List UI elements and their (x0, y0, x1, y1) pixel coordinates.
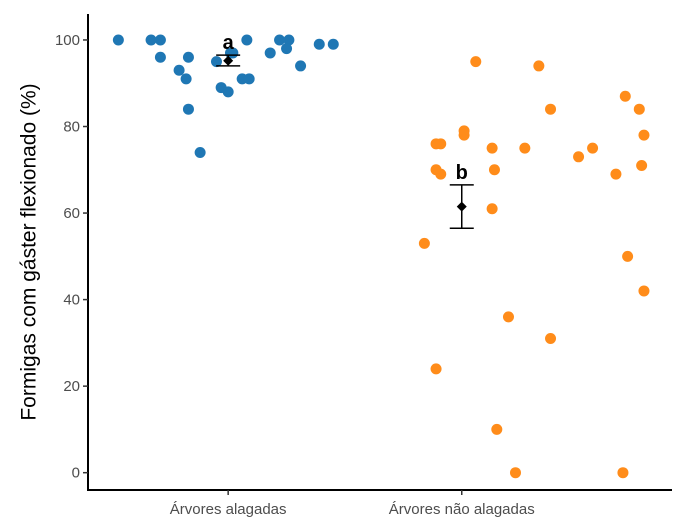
x-tick-label: Árvores alagadas (170, 501, 287, 518)
data-point (619, 90, 631, 102)
data-point (617, 467, 629, 479)
data-point (264, 47, 276, 59)
y-axis-title: Formigas com gáster flexionado (%) (17, 83, 40, 420)
data-point (545, 333, 557, 345)
data-point (470, 56, 482, 68)
mean-marker (456, 201, 467, 212)
y-tick-label: 0 (72, 465, 80, 482)
summary-layer: ab (216, 32, 474, 229)
data-point (112, 34, 124, 46)
data-point (145, 34, 157, 46)
data-point (502, 311, 514, 323)
significance-label: b (456, 162, 468, 184)
data-point (283, 34, 295, 46)
data-point (154, 51, 166, 63)
data-point (486, 203, 498, 215)
data-point (587, 142, 599, 154)
x-ticks: Árvores alagadas Árvores não alagadas (170, 490, 535, 518)
data-point (638, 129, 650, 141)
data-point (638, 285, 650, 297)
data-point (180, 73, 192, 85)
data-point (295, 60, 307, 72)
y-ticks: 0 20 40 60 80 100 (55, 32, 88, 482)
data-point (182, 51, 194, 63)
data-point (418, 237, 430, 249)
data-point (622, 250, 634, 262)
data-point (435, 168, 447, 180)
data-point (610, 168, 622, 180)
data-point (281, 43, 293, 55)
data-point (173, 64, 185, 76)
y-tick-label: 100 (55, 32, 80, 49)
data-point (243, 73, 255, 85)
significance-label: a (223, 32, 235, 54)
data-point (486, 142, 498, 154)
data-point (509, 467, 521, 479)
y-tick-label: 20 (63, 378, 80, 395)
data-point (636, 159, 648, 171)
data-point (545, 103, 557, 115)
data-point (458, 129, 470, 141)
points-layer (112, 34, 650, 479)
data-point (222, 86, 234, 98)
y-tick-label: 80 (63, 119, 80, 136)
data-point (435, 138, 447, 150)
y-tick-label: 60 (63, 205, 80, 222)
data-point (241, 34, 253, 46)
data-point (573, 151, 585, 163)
x-tick-label: Árvores não alagadas (389, 501, 535, 518)
data-point (194, 146, 206, 158)
data-point (327, 38, 339, 50)
data-point (274, 34, 286, 46)
data-point (313, 38, 325, 50)
data-point (488, 164, 500, 176)
data-point (633, 103, 645, 115)
y-tick-label: 40 (63, 292, 80, 309)
data-point (210, 56, 222, 68)
data-point (182, 103, 194, 115)
data-point (519, 142, 531, 154)
data-point (533, 60, 545, 72)
mean-marker (223, 55, 234, 66)
data-point (430, 363, 442, 375)
data-point (491, 423, 503, 435)
data-point (154, 34, 166, 46)
